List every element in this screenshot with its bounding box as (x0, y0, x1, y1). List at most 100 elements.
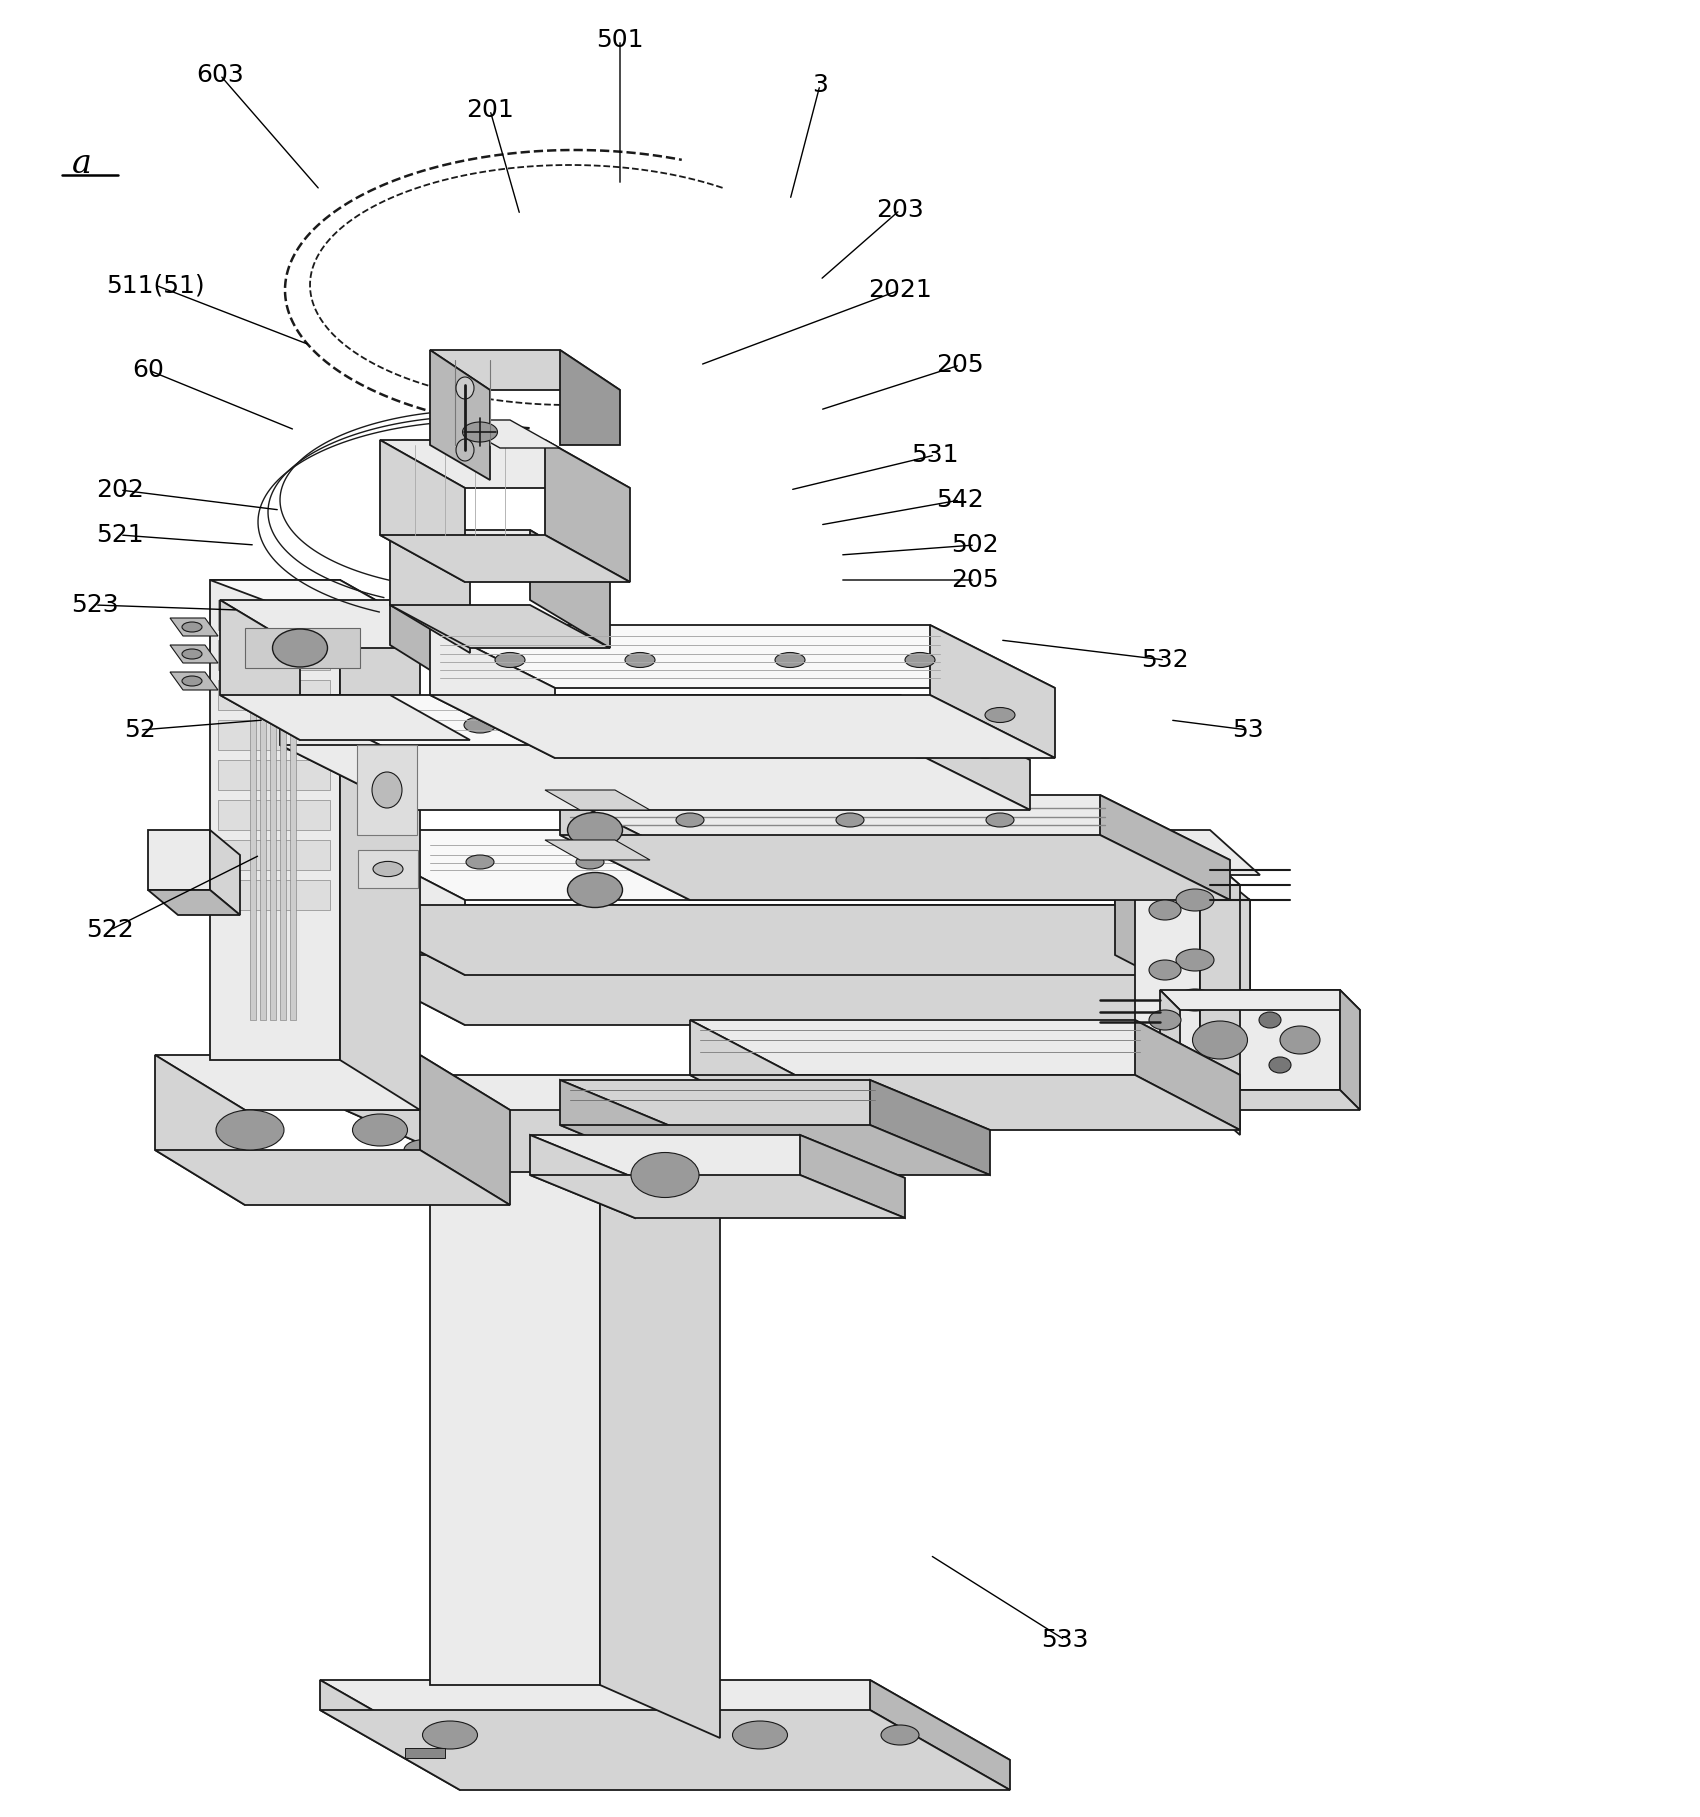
Polygon shape (357, 745, 416, 836)
Text: 502: 502 (952, 532, 1000, 558)
Text: 501: 501 (597, 27, 644, 53)
Polygon shape (280, 694, 410, 810)
Ellipse shape (182, 621, 202, 632)
Ellipse shape (456, 440, 474, 462)
Polygon shape (381, 440, 466, 581)
Polygon shape (450, 420, 559, 449)
Ellipse shape (568, 812, 622, 847)
Polygon shape (600, 1099, 721, 1739)
Text: 201: 201 (466, 98, 513, 122)
Ellipse shape (182, 649, 202, 660)
Polygon shape (690, 1076, 1239, 1130)
Ellipse shape (1149, 1010, 1182, 1030)
Polygon shape (218, 680, 330, 710)
Polygon shape (430, 625, 1056, 689)
Polygon shape (170, 645, 218, 663)
Polygon shape (430, 1099, 600, 1684)
Polygon shape (530, 1176, 904, 1217)
Ellipse shape (986, 812, 1013, 827)
Polygon shape (1115, 905, 1250, 1025)
Polygon shape (345, 1110, 840, 1172)
Text: 205: 205 (952, 569, 1000, 592)
Polygon shape (559, 1125, 989, 1176)
Polygon shape (320, 1681, 1010, 1761)
Ellipse shape (836, 812, 864, 827)
Polygon shape (559, 796, 1231, 859)
Text: 603: 603 (196, 64, 243, 87)
Polygon shape (330, 905, 1249, 976)
Polygon shape (559, 1079, 680, 1176)
Ellipse shape (755, 1139, 796, 1161)
Ellipse shape (1076, 856, 1103, 869)
Polygon shape (291, 600, 296, 1019)
Polygon shape (1159, 1090, 1360, 1110)
Ellipse shape (1268, 1057, 1290, 1074)
Polygon shape (559, 1079, 989, 1130)
Polygon shape (930, 625, 1056, 758)
Polygon shape (700, 1076, 840, 1172)
Polygon shape (430, 1099, 721, 1156)
Polygon shape (530, 1136, 636, 1217)
Polygon shape (559, 351, 620, 445)
Polygon shape (1100, 796, 1231, 899)
Ellipse shape (216, 1110, 284, 1150)
Polygon shape (430, 694, 1056, 758)
Ellipse shape (466, 856, 495, 869)
Ellipse shape (969, 741, 1001, 758)
Polygon shape (320, 1681, 461, 1790)
Text: 521: 521 (97, 523, 144, 547)
Ellipse shape (631, 1152, 699, 1197)
Polygon shape (270, 600, 275, 1019)
Ellipse shape (466, 932, 495, 947)
Polygon shape (280, 600, 286, 1019)
Polygon shape (381, 534, 631, 581)
Ellipse shape (272, 629, 328, 667)
Ellipse shape (775, 652, 806, 667)
Ellipse shape (774, 718, 806, 732)
Polygon shape (1159, 990, 1360, 1010)
Polygon shape (870, 1079, 989, 1176)
Ellipse shape (576, 856, 604, 869)
Polygon shape (340, 580, 420, 1110)
Ellipse shape (881, 1724, 920, 1744)
Polygon shape (148, 830, 211, 890)
Polygon shape (559, 836, 1231, 899)
Polygon shape (430, 351, 620, 391)
Polygon shape (546, 790, 649, 810)
Ellipse shape (1176, 948, 1214, 970)
Ellipse shape (456, 376, 474, 400)
Polygon shape (530, 1136, 904, 1177)
Polygon shape (218, 760, 330, 790)
Polygon shape (430, 625, 554, 758)
Text: 53: 53 (1232, 718, 1263, 741)
Text: 202: 202 (97, 478, 144, 501)
Text: 533: 533 (1040, 1628, 1088, 1652)
Ellipse shape (976, 932, 1005, 947)
Polygon shape (218, 640, 330, 670)
Ellipse shape (1149, 959, 1182, 979)
Ellipse shape (575, 932, 605, 947)
Polygon shape (250, 600, 257, 1019)
Polygon shape (211, 830, 240, 916)
Ellipse shape (984, 707, 1015, 723)
Ellipse shape (372, 861, 403, 876)
Polygon shape (330, 830, 1249, 899)
Ellipse shape (855, 932, 886, 947)
Polygon shape (260, 600, 265, 1019)
Polygon shape (899, 694, 1030, 810)
Polygon shape (211, 580, 420, 625)
Polygon shape (546, 440, 631, 581)
Polygon shape (870, 1681, 1010, 1790)
Polygon shape (1159, 990, 1340, 1090)
Polygon shape (1164, 830, 1260, 876)
Ellipse shape (568, 872, 622, 907)
Polygon shape (345, 1076, 484, 1172)
Text: 531: 531 (911, 443, 959, 467)
Polygon shape (218, 879, 330, 910)
Polygon shape (389, 600, 469, 694)
Ellipse shape (626, 652, 654, 667)
Polygon shape (218, 839, 330, 870)
Text: 523: 523 (71, 592, 119, 618)
Polygon shape (170, 672, 218, 690)
Ellipse shape (976, 856, 1005, 869)
